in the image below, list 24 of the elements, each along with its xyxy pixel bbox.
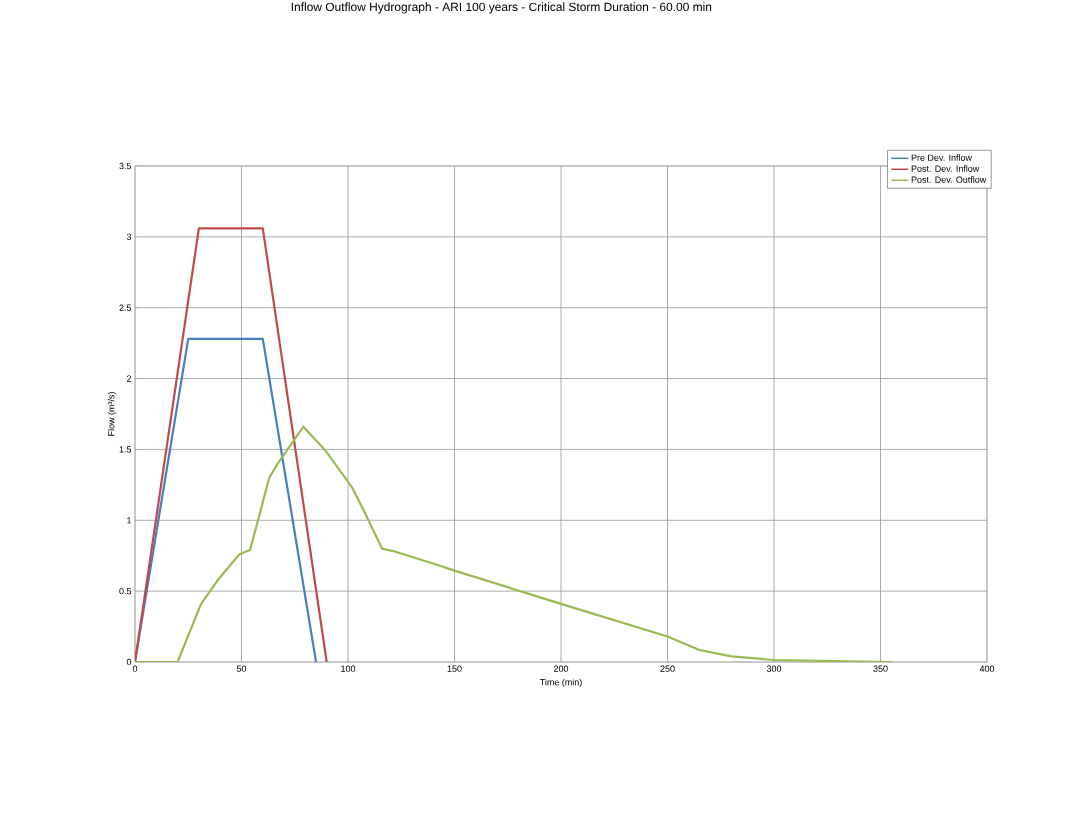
x-tick-label: 200 bbox=[553, 665, 569, 672]
x-tick-label: 150 bbox=[447, 665, 462, 672]
x-tick-label: 350 bbox=[873, 665, 888, 672]
y-tick-label: 0.5 bbox=[119, 587, 132, 595]
x-tick-label: 400 bbox=[979, 665, 995, 672]
x-tick-label: 300 bbox=[766, 665, 782, 672]
y-tick-label: 3.5 bbox=[119, 162, 132, 170]
y-axis-title: Flow (m³/s) bbox=[107, 392, 117, 436]
x-tick-label: 250 bbox=[660, 665, 675, 672]
y-tick-label: 1 bbox=[127, 517, 132, 524]
y-tick-label: 2 bbox=[126, 375, 132, 382]
x-axis-title: Time (min) bbox=[539, 678, 582, 688]
y-tick-label: 2.5 bbox=[119, 304, 132, 311]
y-tick-label: 0 bbox=[126, 658, 132, 666]
y-tick-label: 1.5 bbox=[119, 446, 132, 453]
line-series bbox=[135, 425, 893, 662]
legend-label: Post. Dev. Inflow bbox=[911, 165, 980, 172]
legend-label: Post. Dev. Outflow bbox=[911, 176, 987, 183]
y-tick-label: 3 bbox=[126, 233, 132, 241]
chart-title: Inflow Outflow Hydrograph - ARI 100 years - Critical Storm Duration - 60.00 min bbox=[291, 2, 712, 14]
x-tick-label: 0 bbox=[132, 665, 138, 672]
x-tick-label: 50 bbox=[236, 665, 247, 672]
x-tick-label: 100 bbox=[341, 665, 356, 672]
legend-label: Pre Dev. Inflow bbox=[911, 154, 972, 161]
